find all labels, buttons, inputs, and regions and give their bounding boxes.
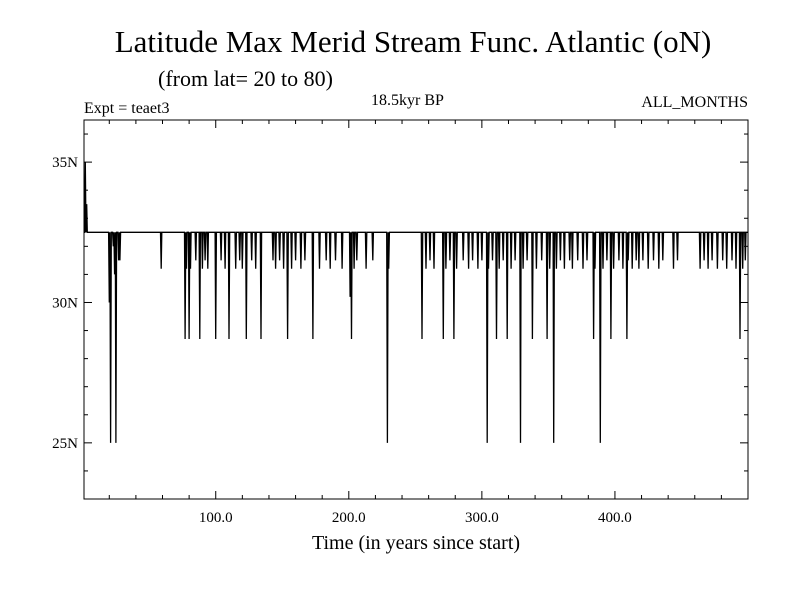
series-line-latitude-max <box>84 162 748 443</box>
chart-title: Latitude Max Merid Stream Func. Atlantic… <box>114 24 712 59</box>
plot-frame <box>83 119 749 500</box>
experiment-label: Expt = teaet3 <box>84 100 170 117</box>
period-label: 18.5kyr BP <box>371 92 444 109</box>
months-label: ALL_MONTHS <box>641 94 748 111</box>
y-tick-label: 30N <box>52 295 78 311</box>
x-tick-label: 300.0 <box>465 510 499 526</box>
x-tick-label: 400.0 <box>598 510 632 526</box>
x-tick-label: 100.0 <box>199 510 233 526</box>
x-tick-label: 200.0 <box>332 510 366 526</box>
y-tick-label: 35N <box>52 155 78 171</box>
x-axis-label: Time (in years since start) <box>311 532 521 554</box>
y-tick-label: 25N <box>52 436 78 452</box>
chart-subtitle: (from lat= 20 to 80) <box>158 66 333 91</box>
